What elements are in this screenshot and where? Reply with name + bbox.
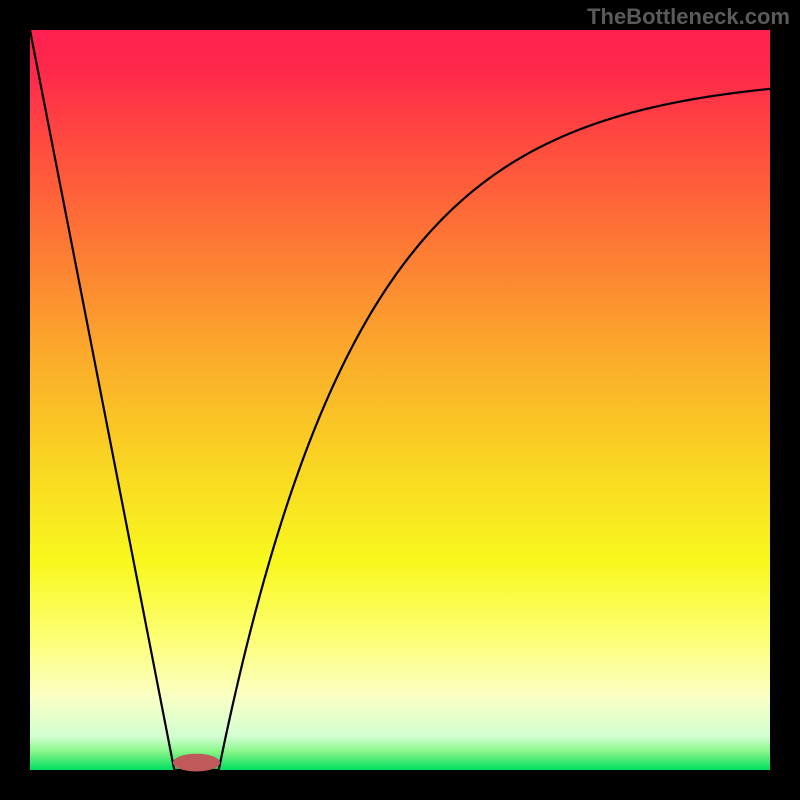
bottleneck-chart: TheBottleneck.com [0, 0, 800, 800]
optimal-marker [173, 754, 220, 772]
watermark-text: TheBottleneck.com [587, 4, 790, 29]
chart-plot-area [30, 30, 770, 770]
